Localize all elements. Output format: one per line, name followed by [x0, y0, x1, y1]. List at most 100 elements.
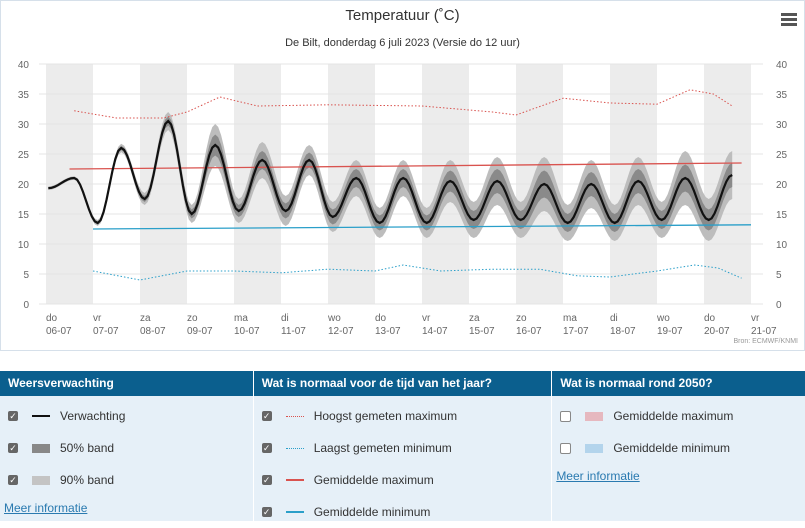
x-tick-date: 14-07	[422, 326, 448, 337]
y-tick-right: 35	[776, 90, 788, 101]
x-tick-date: 12-07	[328, 326, 354, 337]
x-tick-date: 09-07	[187, 326, 213, 337]
checkbox[interactable]: ✓	[8, 411, 18, 421]
x-tick-day: vr	[751, 313, 760, 324]
x-tick-day: do	[704, 313, 716, 324]
legend-header: Weersverwachting	[0, 371, 253, 396]
y-tick-right: 0	[776, 300, 782, 311]
x-tick-day: do	[375, 313, 387, 324]
x-tick-day: vr	[422, 313, 431, 324]
dotted-line-swatch-icon	[285, 415, 304, 417]
checkbox[interactable]: ✓	[261, 443, 272, 453]
label: 90% band	[60, 473, 115, 487]
checkbox[interactable]: ✓	[8, 443, 18, 453]
x-tick-date: 16-07	[516, 326, 542, 337]
x-tick-date: 06-07	[46, 326, 72, 337]
y-tick-left: 0	[23, 300, 29, 311]
x-tick-day: za	[140, 313, 151, 324]
dotted-line-swatch-icon	[285, 447, 304, 449]
label: Gemiddelde minimum	[613, 441, 731, 455]
source-credit: Bron: ECMWF/KNMI	[733, 338, 798, 345]
legend-header: Wat is normaal rond 2050?	[552, 371, 805, 396]
legend-header: Wat is normaal voor de tijd van het jaar…	[253, 371, 552, 396]
y-tick-left: 15	[18, 210, 30, 221]
checkbox[interactable]: ✓	[261, 507, 272, 517]
meer-informatie-link[interactable]: Meer informatie	[556, 469, 640, 483]
band-swatch-icon	[32, 443, 50, 453]
toggle-2050-max[interactable]: Gemiddelde maximum	[552, 400, 805, 432]
toggle-gem-max[interactable]: ✓ Gemiddelde maximum	[254, 464, 552, 496]
band-50	[48, 116, 733, 232]
y-tick-left: 25	[18, 150, 30, 161]
avg-max-line	[69, 162, 742, 170]
checkbox[interactable]	[560, 410, 572, 422]
toggle-hoogst-max[interactable]: ✓ Hoogst gemeten maximum	[254, 400, 552, 432]
toggle-gem-min[interactable]: ✓ Gemiddelde minimum	[254, 496, 552, 528]
toggle-90-band[interactable]: ✓ 90% band	[0, 464, 253, 496]
label: Hoogst gemeten maximum	[313, 409, 458, 423]
label: Laagst gemeten minimum	[313, 441, 452, 455]
x-tick-date: 10-07	[234, 326, 260, 337]
y-tick-left: 20	[18, 180, 30, 191]
band-swatch-icon	[585, 443, 604, 453]
x-tick-date: 11-07	[281, 326, 306, 337]
x-tick-date: 21-07	[751, 326, 777, 337]
toggle-2050-min[interactable]: Gemiddelde minimum	[552, 432, 805, 464]
toggle-laagst-min[interactable]: ✓ Laagst gemeten minimum	[254, 432, 552, 464]
toggle-50-band[interactable]: ✓ 50% band	[0, 432, 253, 464]
legend-forecast: Weersverwachting ✓ Verwachting ✓ 50% band …	[0, 371, 254, 521]
meer-informatie-link[interactable]: Meer informatie	[4, 501, 88, 515]
x-tick-day: di	[610, 313, 618, 324]
x-tick-day: zo	[516, 313, 527, 324]
label: Gemiddelde maximum	[613, 409, 734, 423]
legend-2050: Wat is normaal rond 2050? Gemiddelde max…	[552, 371, 805, 521]
x-tick-day: ma	[234, 313, 248, 324]
y-tick-left: 35	[18, 90, 30, 101]
line-swatch-icon	[285, 479, 304, 481]
menu-icon[interactable]	[781, 11, 797, 28]
line-swatch-icon	[285, 511, 304, 513]
y-tick-right: 30	[776, 120, 788, 131]
x-tick-date: 13-07	[375, 326, 401, 337]
checkbox[interactable]: ✓	[261, 475, 272, 485]
y-tick-right: 5	[776, 270, 782, 281]
x-tick-day: vr	[93, 313, 102, 324]
x-tick-day: ma	[563, 313, 577, 324]
x-tick-date: 07-07	[93, 326, 119, 337]
label: Gemiddelde minimum	[313, 505, 431, 519]
chart-title: Temperatuur (˚C)	[345, 7, 460, 24]
y-tick-left: 40	[18, 60, 30, 71]
toggle-verwachting[interactable]: ✓ Verwachting	[0, 400, 253, 432]
checkbox[interactable]: ✓	[261, 411, 272, 421]
band-swatch-icon	[585, 411, 604, 421]
y-tick-left: 5	[23, 270, 29, 281]
chart-subtitle: De Bilt, donderdag 6 juli 2023 (Versie d…	[285, 37, 520, 49]
x-tick-date: 18-07	[610, 326, 636, 337]
label: Verwachting	[60, 409, 126, 423]
x-tick-date: 08-07	[140, 326, 166, 337]
plot-area: 0 0 5 5 10 10 15 15 20 20 25 25 30 30 35 35 40 40 do 06-07 v…	[18, 60, 788, 337]
y-tick-right: 40	[776, 60, 788, 71]
forecast-line	[48, 119, 733, 225]
x-tick-day: zo	[187, 313, 198, 324]
line-swatch-icon	[32, 415, 50, 417]
x-tick-date: 17-07	[563, 326, 589, 337]
y-tick-left: 10	[18, 240, 30, 251]
y-tick-right: 10	[776, 240, 788, 251]
checkbox[interactable]	[560, 442, 572, 454]
x-tick-date: 20-07	[704, 326, 730, 337]
band-swatch-icon	[32, 475, 50, 485]
y-tick-right: 25	[776, 150, 788, 161]
y-tick-left: 30	[18, 120, 30, 131]
x-tick-day: wo	[327, 313, 341, 324]
chart-container: Temperatuur (˚C) De Bilt, donderdag 6 ju…	[0, 0, 805, 351]
max-record-line	[74, 89, 733, 119]
min-record-line	[92, 264, 742, 281]
avg-min-line	[92, 224, 752, 230]
x-tick-day: di	[281, 313, 289, 324]
checkbox[interactable]: ✓	[8, 475, 18, 485]
y-tick-right: 20	[776, 180, 788, 191]
x-tick-day: do	[46, 313, 58, 324]
x-tick-date: 19-07	[657, 326, 683, 337]
x-tick-date: 15-07	[469, 326, 495, 337]
